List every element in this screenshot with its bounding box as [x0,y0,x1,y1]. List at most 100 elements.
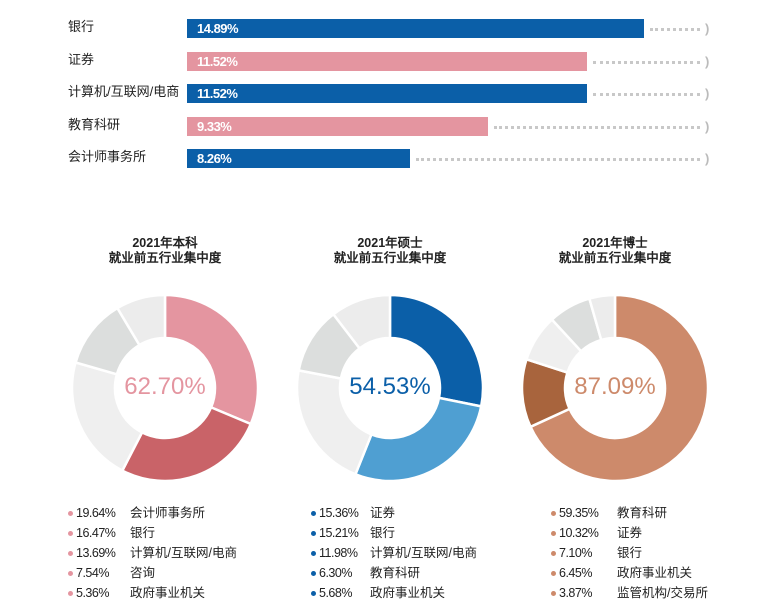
bar-category-label: 教育科研 [68,117,121,132]
legend-item: 6.30% 教育科研 [311,565,510,581]
legend-dot [68,531,73,537]
legend-percent: 5.68% [319,586,352,600]
donut-slice [115,293,167,347]
legend-category: 教育科研 [617,506,668,520]
legend-category: 银行 [617,546,643,560]
legend-dot [68,571,73,577]
legend-category: 教育科研 [370,566,421,580]
legend-percent: 15.36% [319,506,359,520]
legend-dot [551,571,556,577]
legend-percent: 5.36% [76,586,109,600]
legend-dot [551,551,556,557]
bar-category-label: 会计师事务所 [68,149,147,164]
bar-value-label: 11.52% [197,54,238,69]
donut-title-line2: 就业前五行业集中度 [108,251,222,265]
legend-item: 7.10% 银行 [551,545,757,561]
arrow-icon: ) [705,86,710,101]
arrow-icon: ) [705,21,710,36]
donut-title-line1: 2021年本科 [132,236,198,250]
legend-percent: 7.10% [559,546,592,560]
dotted-leader [592,61,700,64]
arrow-icon: ) [705,151,710,166]
legend-dot [311,591,316,597]
dotted-leader [493,126,700,129]
legend-item: 13.69% 计算机/互联网/电商 [68,545,270,561]
donut-center-value: 62.70% [124,373,206,400]
bar-value-label: 14.89% [197,21,239,36]
legend-dot [551,511,556,517]
donut-slice [528,293,710,483]
legend-category: 会计师事务所 [130,506,206,520]
bar-value-label: 9.33% [197,119,232,134]
legend-item: 59.35% 教育科研 [551,505,757,521]
legend-dot [68,591,73,597]
bar [187,52,587,71]
donut-slice [353,396,483,483]
dotted-leader [416,158,700,161]
donut-title-line1: 2021年硕士 [357,236,423,250]
dotted-leader [592,93,700,96]
legend-category: 咨询 [130,566,156,580]
bar-value-label: 8.26% [197,151,232,166]
legend-dot [311,511,316,517]
donut-title-line2: 就业前五行业集中度 [333,251,447,265]
legend-item: 16.47% 银行 [68,525,270,541]
legend-percent: 59.35% [559,506,599,520]
arrow-icon: ) [705,119,710,134]
legend-category: 银行 [370,526,396,540]
legend-dot [311,571,316,577]
bar-category-label: 计算机/互联网/电商 [68,84,180,99]
legend-dot [311,551,316,557]
donut-slice [388,293,485,408]
legend-item: 15.36% 证券 [311,505,510,521]
legend-percent: 10.32% [559,526,599,540]
legend-dot [551,531,556,537]
bar-value-label: 11.52% [197,86,238,101]
legend-percent: 6.45% [559,566,592,580]
donut-slice [331,293,392,351]
legend-category: 政府事业机关 [617,566,693,580]
donut-title-line1: 2021年博士 [582,236,648,250]
legend-item: 5.68% 政府事业机关 [311,585,510,601]
legend-percent: 3.87% [559,586,592,600]
donut-title-line2: 就业前五行业集中度 [558,251,672,265]
donut-slice [587,293,617,342]
legend-dot [68,511,73,517]
bar-category-label: 证券 [68,52,95,67]
bar [187,19,644,38]
legend-dot [551,591,556,597]
legend-category: 监管机构/交易所 [617,586,708,600]
legend-percent: 13.69% [76,546,116,560]
legend-category: 证券 [617,526,643,540]
legend-item: 11.98% 计算机/互联网/电商 [311,545,510,561]
legend-item: 6.45% 政府事业机关 [551,565,757,581]
legend-category: 计算机/互联网/电商 [130,546,237,560]
legend-percent: 15.21% [319,526,359,540]
bar-category-label: 银行 [68,19,95,34]
donut-slice [163,293,260,426]
legend-item: 15.21% 银行 [311,525,510,541]
dotted-leader [650,28,700,31]
donut-center-value: 54.53% [349,373,431,400]
legend-category: 计算机/互联网/电商 [370,546,477,560]
bar [187,84,587,103]
arrow-icon: ) [705,54,710,69]
legend-category: 政府事业机关 [130,586,206,600]
legend-category: 政府事业机关 [370,586,446,600]
legend-percent: 7.54% [76,566,109,580]
donut-slice [120,405,253,483]
bar [187,149,411,168]
legend-dot [68,551,73,557]
legend-percent: 16.47% [76,526,116,540]
legend-item: 7.54% 咨询 [68,565,270,581]
legend-percent: 11.98% [319,546,358,560]
legend-category: 证券 [370,506,396,520]
bar [187,117,488,136]
legend-dot [311,531,316,537]
legend-percent: 19.64% [76,506,116,520]
donut-center-value: 87.09% [574,373,656,400]
legend-item: 5.36% 政府事业机关 [68,585,270,601]
legend-item: 3.87% 监管机构/交易所 [551,585,757,601]
legend-item: 19.64% 会计师事务所 [68,505,270,521]
